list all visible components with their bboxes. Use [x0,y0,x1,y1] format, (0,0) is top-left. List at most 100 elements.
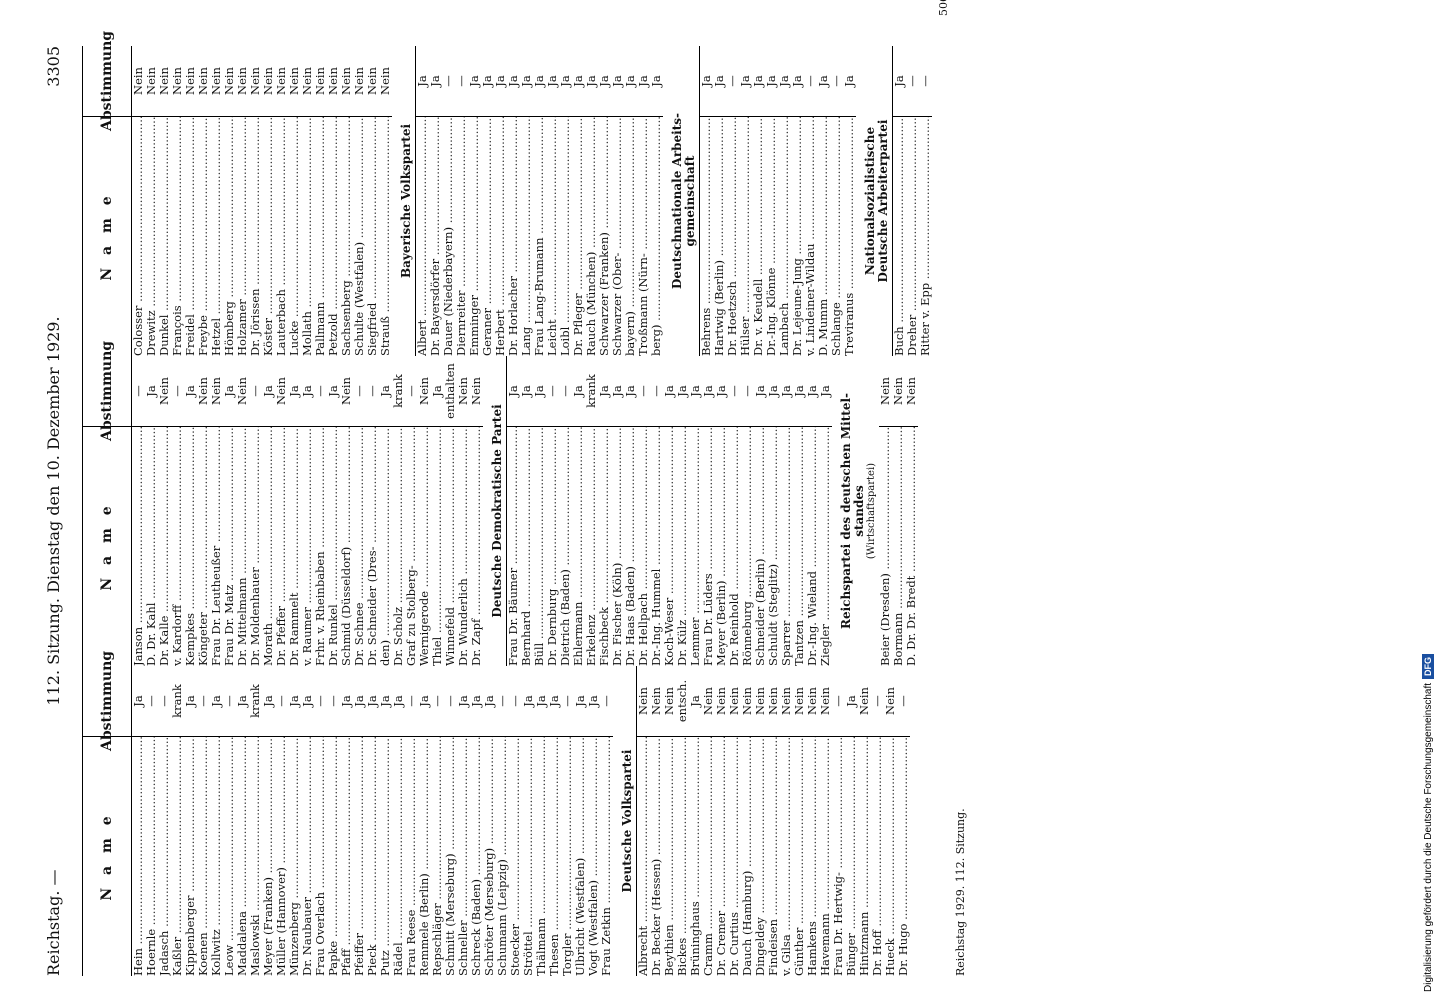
member-name: Lemmer [689,427,702,666]
table-row: Dr. Fischer (Köln)Ja [610,356,624,666]
member-name: Dr. Lejeune-Jung [791,117,804,356]
table-row: Dr.-Ing. KlönneJa [764,46,778,356]
member-name: Thesen [548,737,561,976]
member-name: Koenen [197,737,210,976]
member-name: Dr. Runkel [327,427,340,666]
member-name: Herbert [494,117,507,356]
table-row: Dr. BayersdörferJa [428,46,442,356]
member-name: Schulte (Westfalen) [353,117,366,356]
member-name: Torgler [561,737,574,976]
table-row: LoiblJa [558,46,572,356]
table-row: LambachJa [777,46,791,356]
member-name: François [171,117,184,356]
member-name: Dr. Hugo [897,737,910,977]
member-name: Dr. Schnee [353,427,366,666]
member-name: Pieck [366,737,379,976]
member-name: Ziegler [819,427,832,666]
member-name: Winnefeld [444,427,457,666]
table-row: Hartwig (Berlin)Ja [712,46,726,356]
member-name: v. Lindeiner-Wildau [804,117,817,356]
member-name: Lauterbach [275,117,288,356]
member-name: Albert [416,117,429,356]
table-row: Dr. Hoetzsch— [725,46,739,356]
member-list: AlbrechtNeinDr. Becker (Hessen)NeinBeyth… [636,666,910,976]
table-row: BuchJa [892,46,906,356]
table-row: GeranerJa [480,46,494,356]
member-name: Strauß [379,117,392,356]
member-name: D. Dr. Kahl [145,427,158,666]
member-name: Pfaff [340,737,353,976]
vote-value: — [599,666,613,737]
member-name: Diernreiter [455,117,468,356]
member-name: Loibl [559,117,572,356]
member-name: Dr. Wunderlich [457,427,470,666]
table-row: Dr. Hugo— [896,666,910,977]
member-name: Dr. Hoff [871,737,884,976]
member-name: Dr. Schneider (Dres- [366,427,379,667]
member-name: Papke [327,737,340,976]
member-name: v. Raumer [301,427,314,666]
member-name: Geraner [481,117,494,356]
table-row: BernhardJa [519,356,533,666]
member-name: Behrens [700,117,713,356]
table-row: Dauer (Niederbayern)— [441,46,455,356]
member-name: Dr. Haas (Baden) [624,427,637,666]
member-name: Dr. Jörissen [249,117,262,357]
table-row: Dr.-Ing. WielandJa [805,356,819,666]
member-name: Jadasch [158,737,171,976]
member-name: Thiel [431,427,444,666]
table-row: Frau Lang-BrumannJa [532,46,546,356]
member-name: Dr. Pfeffer [275,427,288,666]
table-row: Torgler— [560,666,574,976]
member-name: Dingeldey [754,737,767,976]
member-name: Schmid (Düsseldorf) [340,427,353,666]
table-row: Dr. Moldenhauer— [248,356,262,666]
member-list: HeinJaHoernle—Jadasch — KaßlerkrankKippenb… [131,666,613,976]
party-heading: Bayerische Volkspartei [399,123,413,279]
running-header: Reichstag. — 112. Sitzung. Dienstag den … [44,46,68,976]
member-list: Janson—D. Dr. KahlJaDr. KalleNeinv. Kard… [131,356,483,667]
member-name: Bünger [845,737,858,976]
member-list: AlbertJaDr. BayersdörferJaDauer (Niederb… [415,46,663,356]
table-row: Rönneburg— [740,356,754,666]
member-name: Dr. Pfleger [572,117,585,356]
member-name: Dr. Reinhold [728,427,741,666]
member-name: Erkelenz [585,427,598,666]
member-name: Meyer (Berlin) [715,427,728,666]
name-header: N a m e [99,192,115,281]
table-row: Kaßlerkrank [170,666,184,976]
table-row: PfeifferJa [352,666,366,976]
member-name: Dr. Kalle [158,427,171,666]
table-row: Frau Dr. Hertwig-— [831,666,845,976]
member-name: Kollwitz [210,737,223,976]
column: N a m eAbstimmungColosserNeinDrewitzNein… [82,31,932,357]
member-name: Hoernle [145,737,158,976]
member-name: Kaßler [171,737,184,976]
member-name: Leow [223,737,236,976]
table-row: Schwarzer (Ober-Ja [610,46,624,356]
table-row: Meyer (Berlin)Ja [714,356,728,666]
member-name: Dietrich (Baden) [559,427,572,666]
vote-header: Abstimmung [83,651,131,751]
table-row: SparrerJa [779,356,793,666]
member-name: Schneller [457,737,470,976]
table-row: Janson— [131,356,145,666]
member-name: Thälmann [535,737,548,976]
table-row: v. Kardorff— [170,356,184,666]
table-row: HerbertJa [493,46,507,356]
vote-value: Ja [818,356,832,427]
member-name: Maddalena [236,737,249,976]
table-row: StraußNein [378,46,392,356]
member-name: Frau Lang-Brumann [533,117,546,356]
table-row: Dr. MittelmannNein [235,356,249,666]
table-row: Frau Dr. LeutheußerNein [209,356,223,666]
member-list: ColosserNeinDrewitzNeinDunkelNeinFrançoi… [131,46,392,357]
table-row: Repschläger— [430,666,444,976]
columns: N a m eAbstimmungHeinJaHoernle—Jadasch—K… [82,31,932,976]
member-name: Findeisen [767,737,780,976]
table-row: PfaffJa [339,666,353,976]
table-row: LangJa [519,46,533,356]
